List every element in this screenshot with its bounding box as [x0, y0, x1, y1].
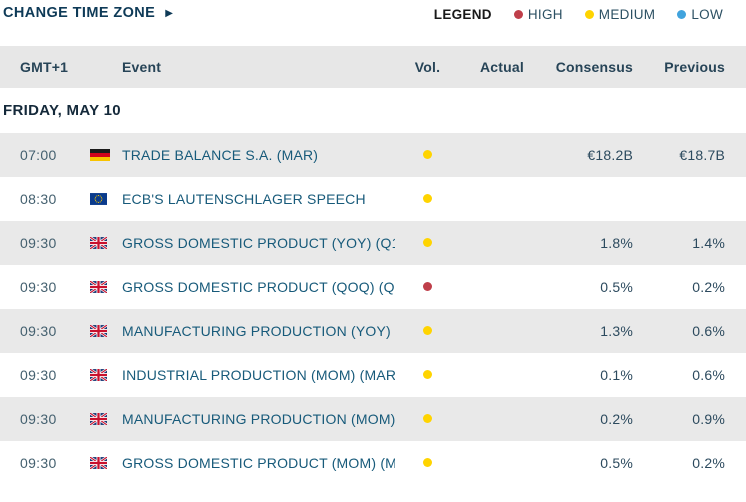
medium-volatility-dot-icon — [584, 10, 594, 19]
volatility-dot-icon — [423, 150, 432, 159]
previous-value: 0.9% — [692, 411, 725, 427]
uk-flag-icon — [90, 457, 107, 469]
event-row[interactable]: 07:00 TRADE BALANCE S.A. (MAR) €18.2B €1… — [0, 133, 746, 177]
event-time: 09:30 — [20, 367, 57, 383]
volatility-dot-icon — [423, 282, 432, 291]
eu-flag-icon — [90, 193, 107, 205]
event-name: ECB'S LAUTENSCHLAGER SPEECH — [122, 191, 366, 207]
volatility-cell — [395, 410, 460, 428]
legend-item-label: HIGH — [527, 7, 563, 22]
legend-item-low: LOW — [677, 7, 723, 22]
legend-item-label: MEDIUM — [598, 7, 656, 22]
event-time: 09:30 — [20, 323, 57, 339]
legend-item-label: LOW — [691, 7, 723, 22]
event-name: MANUFACTURING PRODUCTION (YOY) (M... — [122, 323, 395, 339]
volatility-cell — [395, 146, 460, 164]
column-header-previous: Previous — [664, 59, 725, 75]
event-rows: 07:00 TRADE BALANCE S.A. (MAR) €18.2B €1… — [0, 133, 746, 485]
column-header-vol: Vol. — [414, 59, 441, 75]
event-name: TRADE BALANCE S.A. (MAR) — [122, 147, 319, 163]
consensus-value: 0.5% — [600, 279, 633, 295]
consensus-value: €18.2B — [587, 147, 633, 163]
event-time: 08:30 — [20, 191, 57, 207]
country-flag — [90, 325, 122, 337]
table-header-row: GMT+1 Event Vol. Actual Consensus Previo… — [0, 46, 746, 88]
volatility-dot-icon — [423, 414, 432, 423]
uk-flag-icon — [90, 237, 107, 249]
event-time: 09:30 — [20, 411, 57, 427]
column-header-event: Event — [122, 59, 162, 75]
event-time: 07:00 — [20, 147, 57, 163]
column-header-time: GMT+1 — [20, 59, 69, 75]
consensus-value: 1.8% — [600, 235, 633, 251]
column-header-actual: Actual — [480, 59, 524, 75]
consensus-value: 0.5% — [600, 455, 633, 471]
volatility-cell — [395, 190, 460, 208]
uk-flag-icon — [90, 369, 107, 381]
event-row[interactable]: 09:30 INDUSTRIAL PRODUCTION (MOM) (MAR) … — [0, 353, 746, 397]
volatility-cell — [395, 454, 460, 472]
volatility-dot-icon — [423, 326, 432, 335]
event-time: 09:30 — [20, 455, 57, 471]
day-section-header: FRIDAY, MAY 10 — [0, 88, 746, 133]
event-name: INDUSTRIAL PRODUCTION (MOM) (MAR) — [122, 367, 395, 383]
top-bar: CHANGE TIME ZONE ▶ LEGEND HIGH MEDIUM LO… — [0, 0, 746, 46]
previous-value: 0.2% — [692, 455, 725, 471]
change-time-zone-label: CHANGE TIME ZONE — [3, 5, 156, 21]
consensus-value: 0.1% — [600, 367, 633, 383]
volatility-dot-icon — [423, 370, 432, 379]
previous-value: 1.4% — [692, 235, 725, 251]
event-time: 09:30 — [20, 235, 57, 251]
volatility-cell — [395, 366, 460, 384]
volatility-cell — [395, 322, 460, 340]
column-header-consensus: Consensus — [555, 59, 633, 75]
low-volatility-dot-icon — [677, 10, 687, 19]
country-flag — [90, 193, 122, 205]
uk-flag-icon — [90, 413, 107, 425]
country-flag — [90, 413, 122, 425]
country-flag — [90, 237, 122, 249]
volatility-dot-icon — [423, 458, 432, 467]
event-name: MANUFACTURING PRODUCTION (MOM) (... — [122, 411, 395, 427]
event-row[interactable]: 09:30 GROSS DOMESTIC PRODUCT (MOM) (MAR)… — [0, 441, 746, 485]
country-flag — [90, 457, 122, 469]
previous-value: 0.6% — [692, 367, 725, 383]
legend-item-high: HIGH — [513, 7, 563, 22]
event-name: GROSS DOMESTIC PRODUCT (MOM) (MAR) — [122, 455, 395, 471]
volatility-cell — [395, 278, 460, 296]
volatility-dot-icon — [423, 238, 432, 247]
change-time-zone-button[interactable]: CHANGE TIME ZONE ▶ — [3, 5, 173, 21]
day-section-title: FRIDAY, MAY 10 — [3, 102, 121, 119]
consensus-value: 0.2% — [600, 411, 633, 427]
previous-value: 0.6% — [692, 323, 725, 339]
previous-value: 0.2% — [692, 279, 725, 295]
uk-flag-icon — [90, 325, 107, 337]
country-flag — [90, 369, 122, 381]
chevron-right-icon: ▶ — [165, 8, 173, 19]
germany-flag-icon — [90, 149, 110, 161]
high-volatility-dot-icon — [513, 10, 523, 19]
event-name: GROSS DOMESTIC PRODUCT (QOQ) (Q1)P... — [122, 279, 395, 295]
event-row[interactable]: 09:30 GROSS DOMESTIC PRODUCT (QOQ) (Q1)P… — [0, 265, 746, 309]
event-row[interactable]: 08:30 ECB'S LAUTENSCHLAGER SPEECH — [0, 177, 746, 221]
consensus-value: 1.3% — [600, 323, 633, 339]
volatility-dot-icon — [423, 194, 432, 203]
country-flag — [90, 149, 122, 161]
country-flag — [90, 281, 122, 293]
event-row[interactable]: 09:30 MANUFACTURING PRODUCTION (YOY) (M.… — [0, 309, 746, 353]
event-row[interactable]: 09:30 MANUFACTURING PRODUCTION (MOM) (..… — [0, 397, 746, 441]
volatility-cell — [395, 234, 460, 252]
volatility-legend: LEGEND HIGH MEDIUM LOW — [434, 5, 723, 22]
event-time: 09:30 — [20, 279, 57, 295]
event-row[interactable]: 09:30 GROSS DOMESTIC PRODUCT (YOY) (Q1)P… — [0, 221, 746, 265]
legend-title: LEGEND — [433, 7, 492, 22]
previous-value: €18.7B — [679, 147, 725, 163]
legend-item-medium: MEDIUM — [584, 7, 656, 22]
uk-flag-icon — [90, 281, 107, 293]
event-name: GROSS DOMESTIC PRODUCT (YOY) (Q1)Pr... — [122, 235, 395, 251]
